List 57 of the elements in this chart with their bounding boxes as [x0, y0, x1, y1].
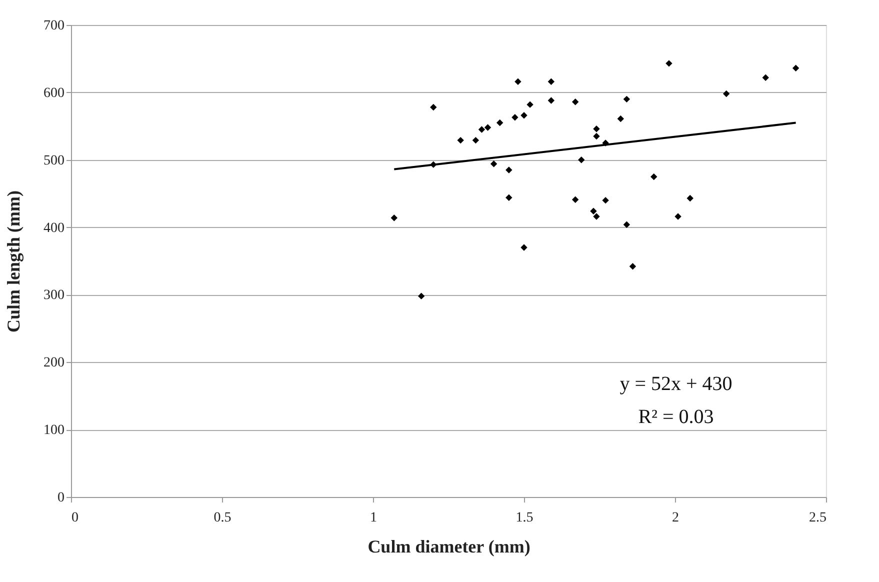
annotation: y = 52x + 430 [620, 373, 732, 395]
point [617, 115, 624, 122]
point [593, 132, 600, 140]
point [623, 221, 630, 228]
point [548, 78, 555, 85]
point [506, 194, 512, 201]
x-tick-label: 0 [72, 510, 78, 526]
point [572, 98, 579, 106]
point [512, 114, 518, 121]
y-tick-label: 200 [44, 356, 64, 371]
point [629, 263, 636, 270]
point [472, 136, 480, 144]
point [526, 101, 534, 108]
point [623, 96, 630, 103]
point [686, 194, 694, 202]
x-tick-label: 1.5 [516, 510, 534, 526]
y-tick-label: 400 [44, 220, 64, 236]
point [578, 156, 585, 164]
point [478, 126, 486, 133]
x-tick-label: 0.5 [214, 510, 232, 526]
point [722, 90, 730, 98]
point [514, 78, 522, 85]
point [490, 160, 498, 168]
x-tick-label: 2.5 [809, 510, 826, 526]
point [572, 196, 579, 203]
point [762, 74, 769, 81]
point [666, 60, 672, 67]
y-axis-title: Culm length (mm) [4, 190, 24, 332]
point [484, 124, 492, 131]
point [418, 292, 425, 300]
annotation: R² = 0.03 [638, 406, 714, 428]
point [496, 119, 504, 126]
point [520, 112, 528, 119]
point [792, 64, 800, 72]
x-tick-label: 1 [370, 510, 377, 526]
x-axis-title: Culm diameter (mm) [368, 536, 530, 556]
point [602, 140, 609, 146]
point [390, 214, 398, 222]
y-tick-label: 700 [44, 18, 64, 34]
x-tick-label: 2 [672, 510, 679, 526]
y-tick-label: 500 [44, 153, 64, 168]
point [457, 136, 464, 144]
y-tick-label: 300 [44, 288, 64, 304]
point [520, 244, 528, 251]
y-tick-label: 0 [58, 490, 64, 506]
point [593, 213, 600, 220]
point [506, 166, 512, 174]
y-tick-label: 100 [44, 423, 64, 438]
point [674, 213, 682, 220]
point [430, 104, 437, 111]
point [430, 161, 437, 168]
point [548, 97, 555, 104]
point [590, 208, 597, 214]
point [602, 196, 609, 204]
point [650, 173, 658, 180]
point [593, 125, 600, 132]
y-tick-label: 600 [44, 86, 64, 101]
